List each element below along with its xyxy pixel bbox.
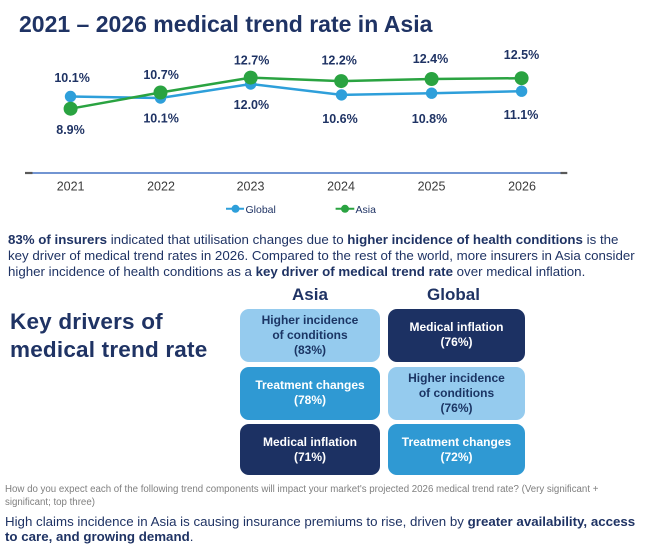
svg-text:10.1%: 10.1% <box>54 71 89 85</box>
svg-text:11.1%: 11.1% <box>504 108 539 122</box>
svg-text:12.4%: 12.4% <box>413 52 448 66</box>
svg-text:10.1%: 10.1% <box>143 112 178 126</box>
svg-text:10.8%: 10.8% <box>412 112 447 126</box>
svg-text:2025: 2025 <box>418 180 446 194</box>
svg-text:2023: 2023 <box>237 180 265 194</box>
svg-text:2024: 2024 <box>327 180 355 194</box>
svg-text:Global: Global <box>246 204 276 216</box>
svg-text:10.6%: 10.6% <box>322 112 357 126</box>
svg-text:10.7%: 10.7% <box>143 68 178 82</box>
svg-text:12.7%: 12.7% <box>234 54 269 68</box>
svg-text:Asia: Asia <box>356 204 377 216</box>
svg-text:2021: 2021 <box>57 180 85 194</box>
svg-text:2026: 2026 <box>508 180 536 194</box>
svg-text:12.2%: 12.2% <box>321 53 356 67</box>
svg-text:2022: 2022 <box>147 180 175 194</box>
svg-text:8.9%: 8.9% <box>56 123 85 137</box>
svg-text:12.0%: 12.0% <box>234 98 269 112</box>
svg-text:12.5%: 12.5% <box>504 48 539 62</box>
